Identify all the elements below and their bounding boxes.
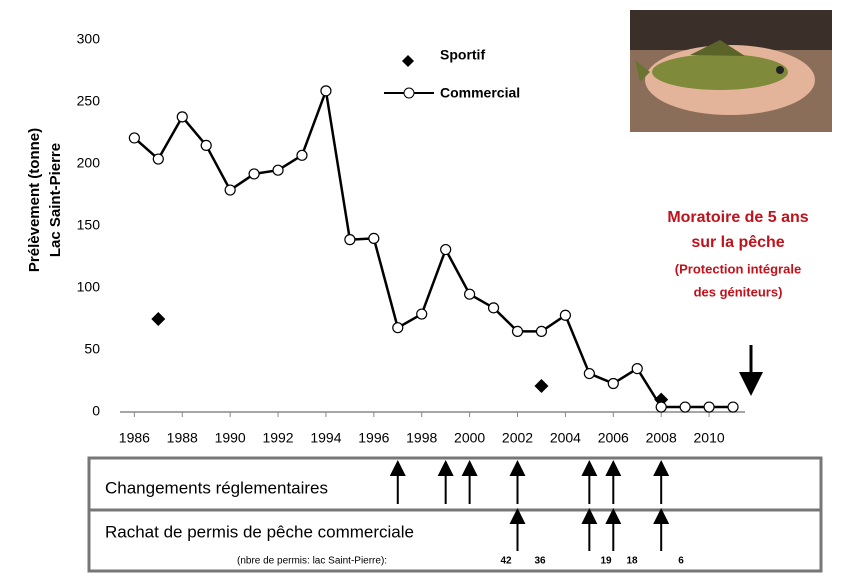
legend-label: Sportif (440, 47, 485, 63)
x-tick-label: 1996 (358, 430, 389, 446)
point (489, 303, 499, 313)
annotation-line: Moratoire de 5 ans (667, 209, 808, 226)
annotation-line: des géniteurs) (694, 284, 783, 299)
point (656, 402, 666, 412)
point (345, 235, 355, 245)
point (393, 323, 403, 333)
permit-count: 42 (500, 556, 512, 567)
point (201, 140, 211, 150)
x-tick-label: 1998 (406, 430, 437, 446)
x-tick-label: 1990 (215, 430, 246, 446)
point (608, 378, 618, 388)
point (728, 402, 738, 412)
x-tick-label: 1988 (167, 430, 198, 446)
y-axis-title: Prélèvement (tonne) (26, 128, 43, 272)
x-tick-label: 2002 (502, 430, 533, 446)
x-tick-label: 2008 (646, 430, 677, 446)
point (273, 165, 283, 175)
point (297, 150, 307, 160)
x-tick-label: 2006 (598, 430, 629, 446)
y-tick-label: 200 (77, 155, 101, 171)
series-line (134, 91, 733, 407)
x-tick-label: 1992 (262, 430, 293, 446)
permit-count: 19 (600, 556, 612, 567)
point (584, 369, 594, 379)
y-tick-label: 50 (84, 341, 100, 357)
point (680, 402, 690, 412)
point (321, 86, 331, 96)
y-tick-label: 250 (77, 93, 101, 109)
panel-note: (nbre de permis: lac Saint-Pierre): (237, 556, 387, 567)
panel-label: Rachat de permis de pêche commerciale (105, 522, 414, 541)
y-axis-title: Lac Saint-Pierre (47, 143, 64, 257)
point (704, 402, 714, 412)
point (465, 289, 475, 299)
point (417, 309, 427, 319)
chart: Prélèvement (tonne) Lac Saint-Pierre Spo… (0, 0, 848, 575)
x-tick-label: 2004 (550, 430, 581, 446)
permit-count: 6 (678, 556, 684, 567)
x-tick-label: 2010 (694, 430, 725, 446)
point (560, 310, 570, 320)
x-tick-label: 2000 (454, 430, 485, 446)
annotation-line: sur la pêche (691, 234, 784, 251)
y-tick-label: 0 (92, 403, 100, 419)
point (369, 233, 379, 243)
point (153, 154, 163, 164)
point (513, 326, 523, 336)
permit-count: 36 (534, 556, 546, 567)
panel-box (89, 458, 821, 571)
point (249, 169, 259, 179)
legend: Sportif Commercial (384, 47, 520, 101)
y-tick-label: 100 (77, 279, 101, 295)
point (441, 245, 451, 255)
point (534, 379, 548, 393)
legend-label: Commercial (440, 85, 520, 101)
y-tick-label: 300 (77, 31, 101, 47)
x-tick-label: 1986 (119, 430, 150, 446)
annotation: Moratoire de 5 ans sur la pêche (Protect… (667, 209, 808, 299)
point (536, 326, 546, 336)
legend-marker (404, 88, 414, 98)
point (177, 112, 187, 122)
photo (630, 10, 832, 132)
x-tick-label: 1994 (310, 430, 341, 446)
point (129, 133, 139, 143)
legend-marker (402, 55, 414, 67)
annotation-line: (Protection intégrale (675, 261, 801, 276)
panel-label: Changements réglementaires (105, 478, 328, 497)
point (632, 364, 642, 374)
point (151, 312, 165, 326)
page: Prélèvement (tonne) Lac Saint-Pierre Spo… (0, 0, 848, 580)
point (225, 185, 235, 195)
permit-count: 18 (626, 556, 638, 567)
y-tick-label: 150 (77, 217, 101, 233)
